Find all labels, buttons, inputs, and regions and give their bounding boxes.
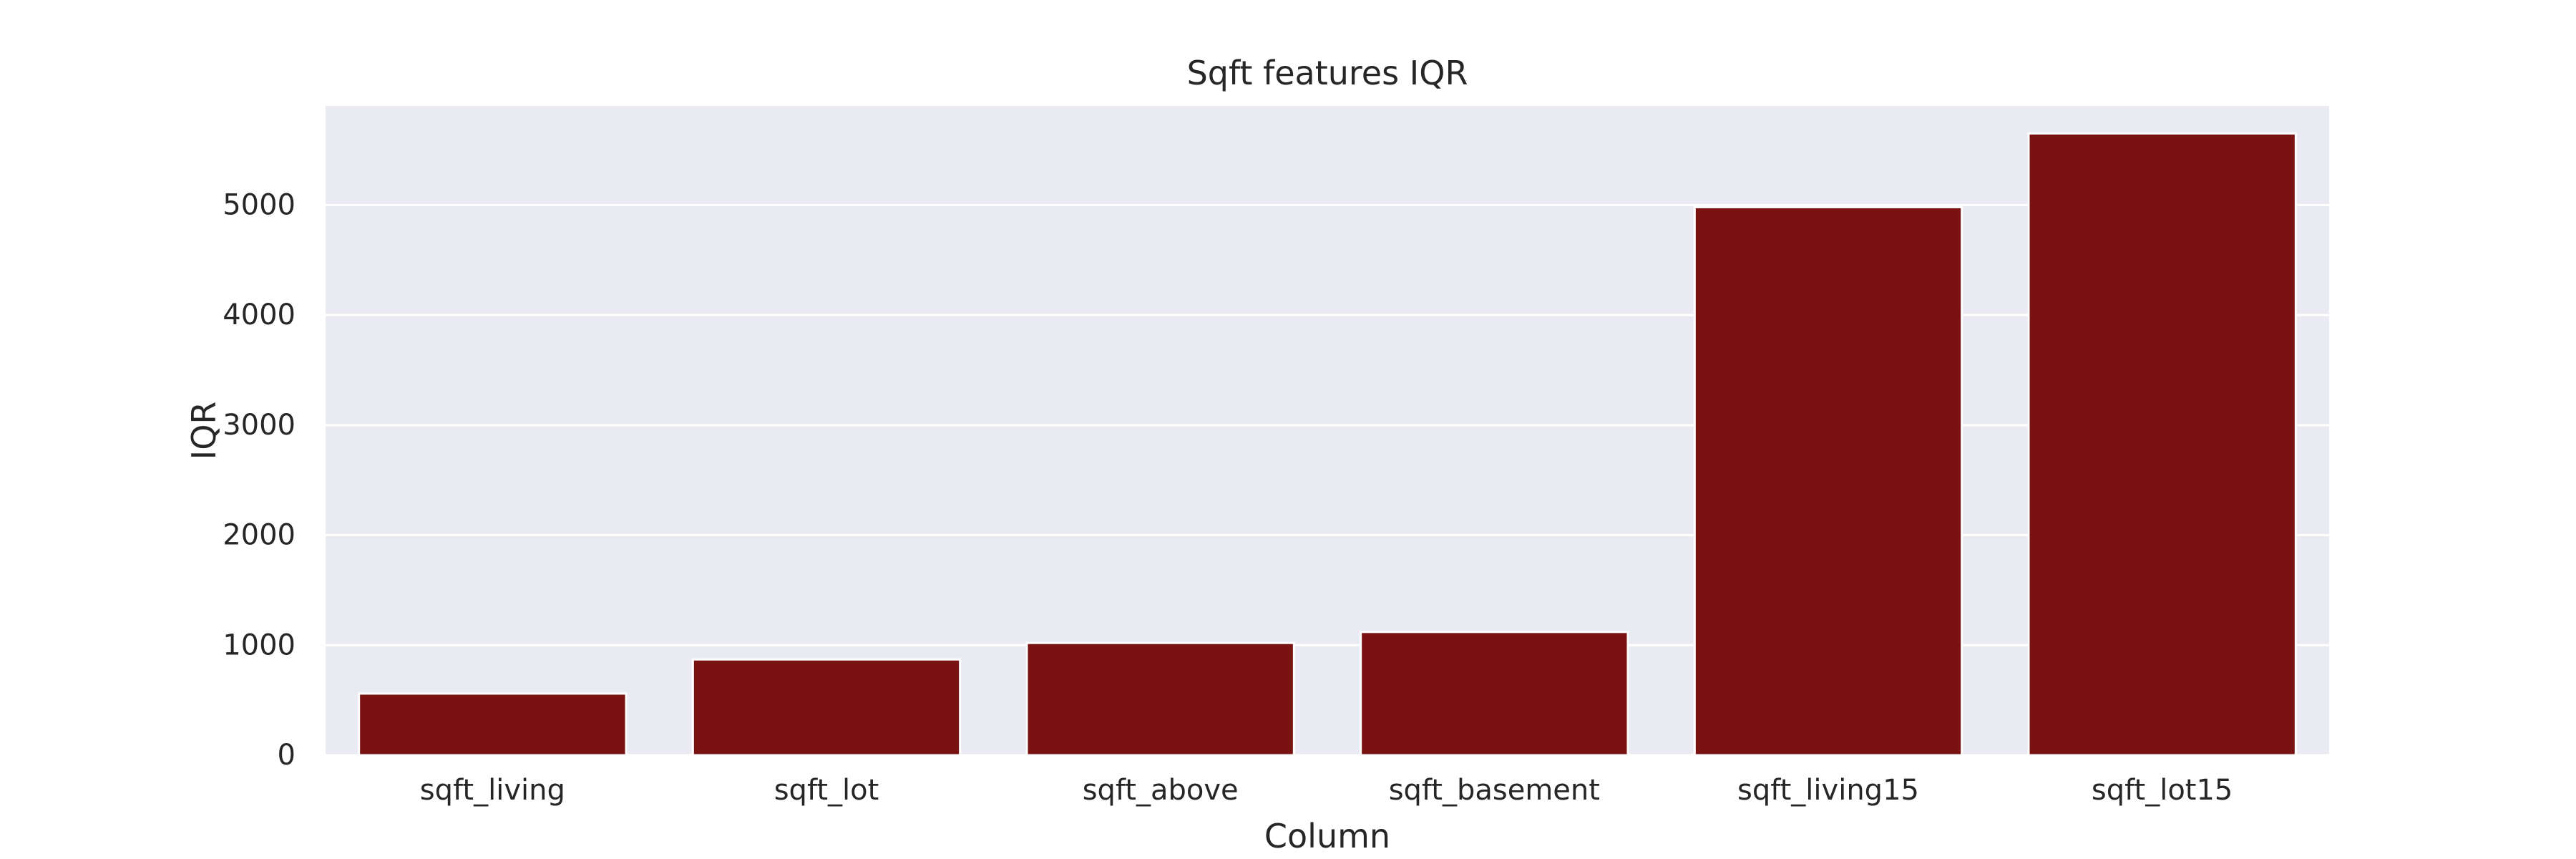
x-tick-label: sqft_living [420,774,565,807]
y-tick-label: 5000 [223,188,296,221]
grid-lines [326,203,2329,757]
bar-sqft-living15 [1693,205,1963,757]
y-tick-label: 3000 [223,409,296,442]
bar-sqft-lot15 [2027,132,2297,757]
plot-area [326,106,2329,755]
y-tick-label: 4000 [223,299,296,331]
chart-title: Sqft features IQR [1187,54,1468,92]
bar-sqft-basement [1360,631,1629,757]
bars [358,132,2297,757]
bar-sqft-above [1025,641,1295,757]
x-tick-label: sqft_lot15 [2092,774,2233,807]
y-tick-label: 2000 [223,519,296,552]
x-tick-label: sqft_lot [774,774,879,807]
x-tick-label: sqft_above [1083,774,1239,807]
x-tick-label: sqft_living15 [1737,774,1919,807]
y-axis-label: IQR [185,402,223,460]
bar-sqft-lot [691,658,962,757]
x-tick-label: sqft_basement [1389,774,1600,807]
x-tick-labels: sqft_living sqft_lot sqft_above sqft_baseme… [420,774,2233,807]
y-tick-label: 1000 [223,629,296,661]
x-axis-label: Column [1264,817,1390,855]
bar-sqft-living [358,692,628,757]
y-tick-label: 0 [278,739,296,772]
y-tick-labels: 0 1000 2000 3000 4000 5000 [223,188,296,772]
